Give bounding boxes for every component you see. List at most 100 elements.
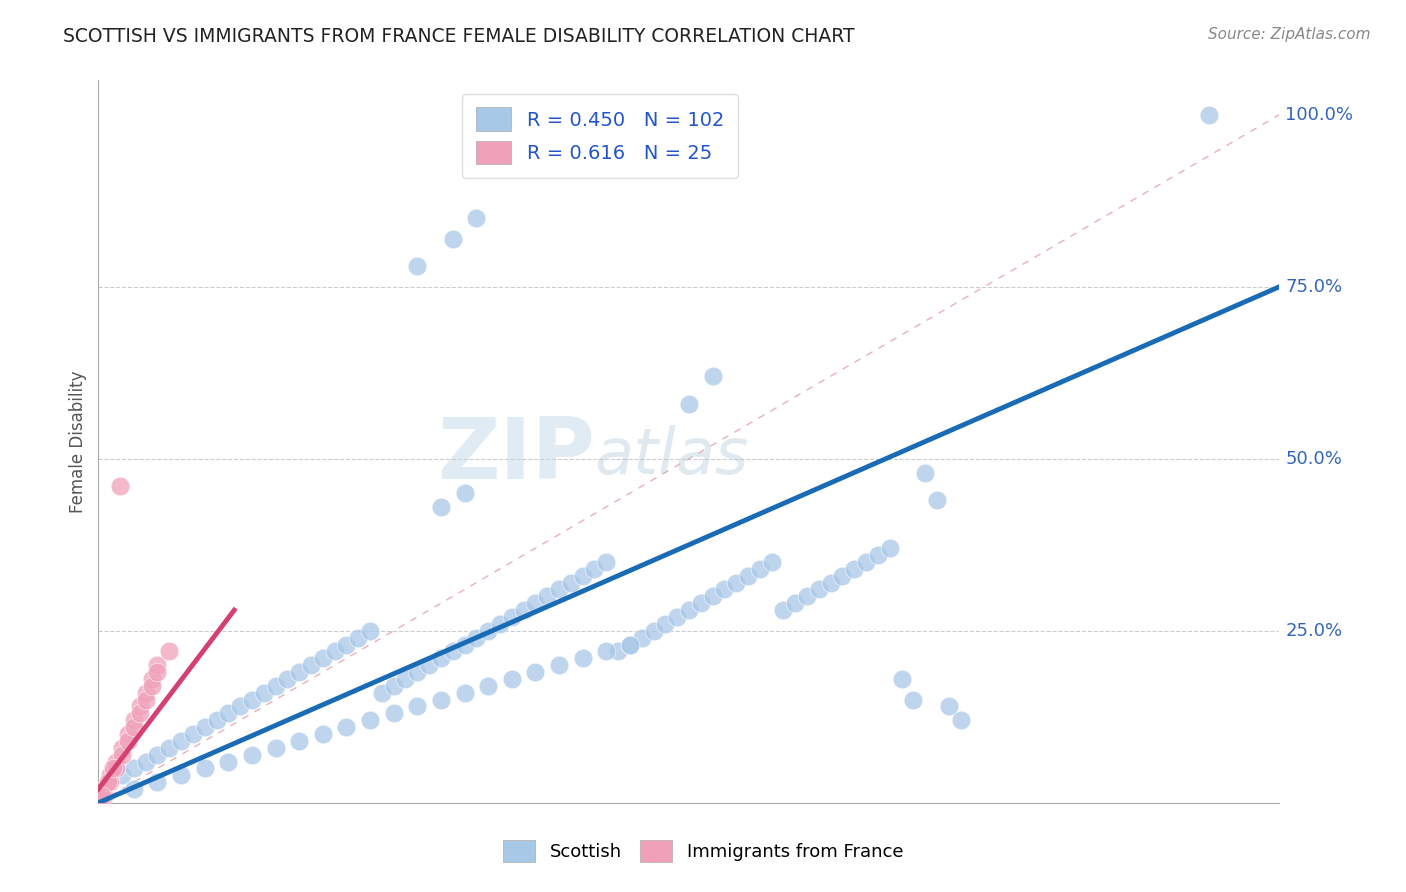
Point xyxy=(453,638,475,652)
Point xyxy=(122,713,145,727)
Point xyxy=(122,782,145,797)
Point xyxy=(141,679,163,693)
Point xyxy=(394,672,416,686)
Legend: R = 0.450   N = 102, R = 0.616   N = 25: R = 0.450 N = 102, R = 0.616 N = 25 xyxy=(463,94,738,178)
Point xyxy=(406,259,429,273)
Point xyxy=(382,706,405,721)
Point xyxy=(548,582,571,597)
Point xyxy=(630,631,652,645)
Point xyxy=(583,562,606,576)
Text: atlas: atlas xyxy=(595,425,749,487)
Point xyxy=(713,582,735,597)
Point xyxy=(93,789,115,803)
Point xyxy=(689,596,711,610)
Point xyxy=(91,789,114,803)
Point xyxy=(477,624,499,638)
Point xyxy=(217,706,239,721)
Point xyxy=(430,500,453,514)
Point xyxy=(146,775,169,789)
Point xyxy=(117,734,139,748)
Text: 50.0%: 50.0% xyxy=(1285,450,1343,467)
Point xyxy=(111,747,134,762)
Point xyxy=(512,603,534,617)
Point xyxy=(288,734,311,748)
Point xyxy=(194,720,217,734)
Point xyxy=(855,555,877,569)
Point xyxy=(477,679,499,693)
Point xyxy=(536,590,558,604)
Point xyxy=(949,713,972,727)
Text: 100.0%: 100.0% xyxy=(1285,105,1354,124)
Point xyxy=(866,548,889,562)
Point xyxy=(253,686,276,700)
Point xyxy=(430,692,453,706)
Point xyxy=(938,699,960,714)
Point xyxy=(702,590,724,604)
Point xyxy=(98,768,121,782)
Point xyxy=(725,575,748,590)
Point xyxy=(678,603,700,617)
Point xyxy=(141,672,163,686)
Point xyxy=(128,706,150,721)
Point xyxy=(607,644,630,658)
Point xyxy=(335,638,357,652)
Point xyxy=(761,555,783,569)
Point xyxy=(571,651,593,665)
Point xyxy=(117,727,139,741)
Point xyxy=(879,541,901,556)
Point xyxy=(418,658,440,673)
Point xyxy=(323,644,346,658)
Point xyxy=(122,761,145,775)
Point xyxy=(264,740,287,755)
Point xyxy=(619,638,641,652)
Point xyxy=(108,479,131,493)
Legend: Scottish, Immigrants from France: Scottish, Immigrants from France xyxy=(495,833,911,870)
Point xyxy=(737,568,759,582)
Point xyxy=(465,211,488,225)
Point xyxy=(785,596,807,610)
Point xyxy=(135,686,157,700)
Point xyxy=(772,603,794,617)
Point xyxy=(135,755,157,769)
Point xyxy=(170,768,193,782)
Point xyxy=(217,755,239,769)
Point xyxy=(524,596,547,610)
Point xyxy=(105,761,128,775)
Point xyxy=(111,768,134,782)
Point xyxy=(111,740,134,755)
Point xyxy=(796,590,818,604)
Point xyxy=(914,466,936,480)
Point xyxy=(560,575,582,590)
Point xyxy=(93,782,115,797)
Point xyxy=(101,761,124,775)
Text: Source: ZipAtlas.com: Source: ZipAtlas.com xyxy=(1208,27,1371,42)
Point xyxy=(240,747,263,762)
Point xyxy=(666,610,689,624)
Point xyxy=(890,672,912,686)
Point xyxy=(643,624,665,638)
Point xyxy=(105,755,128,769)
Point xyxy=(335,720,357,734)
Point xyxy=(359,624,381,638)
Point xyxy=(382,679,405,693)
Point xyxy=(925,493,948,508)
Point xyxy=(595,644,617,658)
Text: ZIP: ZIP xyxy=(437,415,595,498)
Point xyxy=(229,699,252,714)
Point xyxy=(194,761,217,775)
Point xyxy=(146,658,169,673)
Point xyxy=(820,575,842,590)
Point xyxy=(146,665,169,679)
Text: 25.0%: 25.0% xyxy=(1285,622,1343,640)
Point xyxy=(299,658,322,673)
Point xyxy=(654,616,676,631)
Point xyxy=(264,679,287,693)
Point xyxy=(489,616,512,631)
Point xyxy=(135,692,157,706)
Point xyxy=(98,775,121,789)
Point xyxy=(501,610,523,624)
Point xyxy=(548,658,571,673)
Text: SCOTTISH VS IMMIGRANTS FROM FRANCE FEMALE DISABILITY CORRELATION CHART: SCOTTISH VS IMMIGRANTS FROM FRANCE FEMAL… xyxy=(63,27,855,45)
Point xyxy=(170,734,193,748)
Point xyxy=(430,651,453,665)
